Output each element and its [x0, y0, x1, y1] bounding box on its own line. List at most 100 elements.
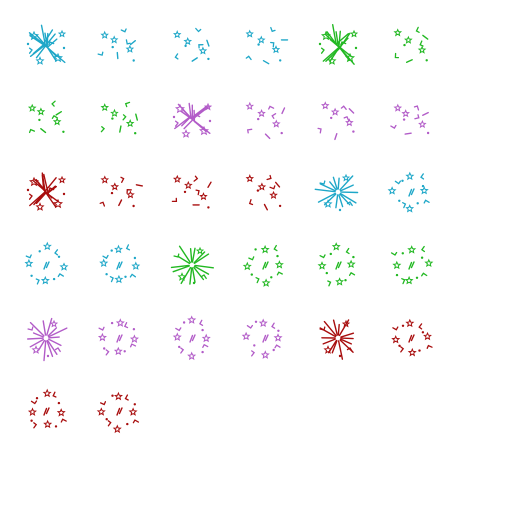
star-particle: [199, 125, 209, 136]
spark-streak: [339, 47, 355, 65]
spark-fragment: [126, 189, 132, 194]
star-particle: [40, 275, 50, 285]
spark-streak: [335, 261, 340, 270]
star-particle: [177, 272, 187, 281]
star-particle: [203, 102, 213, 111]
spark-streak: [262, 334, 267, 343]
star-particle: [423, 331, 432, 341]
star-particle: [261, 278, 271, 287]
spark-streak: [170, 264, 190, 269]
star-particle: [269, 190, 278, 200]
spark-fragment: [125, 244, 131, 251]
spark-fragment: [402, 202, 407, 209]
spark-fragment: [195, 189, 200, 196]
spark-streak: [331, 340, 338, 354]
spark-streak: [43, 407, 48, 416]
spark-streak: [45, 261, 50, 269]
spark-fragment: [346, 347, 353, 353]
spark-streak: [55, 110, 62, 116]
star-particle: [125, 44, 135, 53]
spark-fragment: [248, 256, 255, 261]
spark-dot: [325, 271, 328, 275]
spark-fragment: [415, 26, 420, 33]
spark-dot: [354, 46, 358, 50]
sprite-frame-10: [245, 101, 286, 140]
spark-dot: [329, 252, 332, 256]
spark-streak: [332, 24, 337, 45]
star-particle: [335, 277, 345, 286]
star-particle: [112, 424, 122, 434]
sprite-frame-8: [100, 101, 139, 135]
spark-streak: [29, 44, 46, 57]
spark-fragment: [248, 199, 254, 206]
spark-dot: [253, 344, 256, 347]
spark-fragment: [129, 343, 137, 348]
star-particle: [128, 407, 138, 416]
spark-fragment: [35, 278, 40, 285]
star-particle: [391, 335, 401, 344]
spark-fragment: [97, 51, 104, 56]
spark-streak: [422, 34, 429, 40]
spark-streak: [281, 107, 286, 115]
spark-streak: [46, 317, 53, 336]
star-particle: [407, 347, 417, 357]
spark-dot: [352, 255, 355, 259]
spark-streak: [119, 125, 122, 133]
spark-fragment: [125, 39, 131, 45]
spark-streak: [314, 188, 336, 193]
spark-streak: [339, 175, 354, 191]
spark-streak: [334, 132, 338, 141]
spark-streak: [323, 320, 337, 337]
spark-dot: [418, 349, 421, 352]
spark-dot: [272, 348, 275, 352]
star-particle: [31, 345, 41, 354]
star-particle: [401, 109, 410, 118]
spark-fragment: [174, 53, 179, 60]
sprite-frame-13: [26, 172, 67, 211]
star-particle: [35, 202, 45, 211]
star-particle: [59, 262, 69, 271]
spark-dot: [338, 208, 342, 212]
star-particle: [131, 261, 141, 270]
spark-streak: [177, 255, 191, 265]
star-particle: [405, 318, 415, 328]
spark-streak: [326, 31, 337, 45]
sprite-frame-14: [99, 175, 144, 208]
spark-streak: [337, 177, 340, 190]
spark-dot: [111, 117, 114, 120]
spark-dot: [421, 331, 425, 334]
star-particle: [393, 28, 403, 37]
star-particle: [115, 318, 125, 327]
spark-streak: [118, 407, 123, 415]
star-particle: [53, 52, 63, 63]
spark-fragment: [132, 419, 140, 424]
spark-dot: [395, 273, 399, 277]
spark-dot: [401, 179, 404, 182]
star-particle: [126, 190, 135, 199]
spark-dot: [344, 279, 347, 282]
spark-streak: [189, 267, 193, 285]
spark-dot: [132, 59, 135, 62]
spark-dot: [425, 59, 428, 62]
spark-fragment: [33, 422, 38, 429]
spark-streak: [40, 24, 47, 47]
spark-streak: [33, 190, 47, 206]
star-particle: [42, 388, 52, 398]
spark-streak: [189, 247, 193, 263]
spark-streak: [408, 188, 413, 197]
sprite-frame-32: [96, 391, 140, 434]
spark-streak: [332, 176, 338, 190]
spark-fragment: [246, 128, 253, 134]
star-particle: [424, 258, 434, 268]
spark-fragment: [394, 180, 402, 185]
spark-streak: [135, 184, 144, 187]
spark-fragment: [107, 420, 112, 427]
spark-fragment: [245, 55, 252, 61]
spark-streak: [194, 264, 215, 269]
star-particle: [29, 176, 39, 187]
spark-dot: [278, 204, 282, 208]
spark-dot: [57, 401, 61, 405]
spark-dot: [318, 42, 322, 46]
spark-dot: [256, 189, 260, 192]
star-particle: [341, 173, 351, 182]
